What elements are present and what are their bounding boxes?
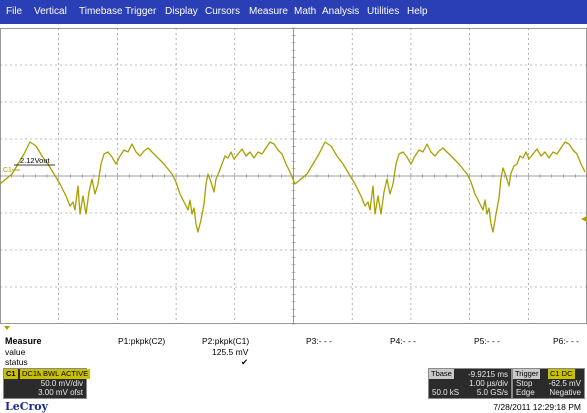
trigger-title: Trigger	[513, 369, 541, 379]
voltage-annotation: 2.12Vout	[20, 156, 51, 165]
measure-row-value: value	[5, 347, 26, 357]
menu-display[interactable]: Display	[165, 6, 198, 17]
channel-marker: C1	[3, 167, 12, 174]
measure-title: Measure	[5, 336, 42, 346]
waveform-grid: C1 2.12Vout	[0, 27, 587, 330]
measure-p1-label[interactable]: P1:pkpk(C2)	[118, 336, 166, 346]
graticule	[0, 27, 587, 325]
timestamp: 7/28/2011 12:29:18 PM	[493, 402, 581, 412]
trigger-position-arrow-icon	[4, 326, 10, 330]
channel-c1-descriptor[interactable]: C1 DC1M BWL ACTIVE 50.0 mV/div 3.00 mV o…	[3, 368, 91, 399]
measure-p2-value: 125.5 mV	[212, 347, 249, 357]
timebase-samples: 50.0 kS	[432, 388, 460, 397]
trigger-source-badge: C1 DC	[548, 369, 575, 379]
measure-row-status: status	[5, 357, 28, 367]
menu-vertical[interactable]: Vertical	[34, 6, 67, 17]
trigger-level-arrow-icon	[581, 216, 587, 222]
menu-utilities[interactable]: Utilities	[367, 6, 400, 17]
trigger-descriptor[interactable]: Trigger C1 DC Stop -62.5 mV Edge Negativ…	[512, 368, 585, 399]
channel-coupling-badge: DC1M	[20, 369, 46, 379]
measure-panel: Measure value status P1:pkpk(C2) P2:pkpk…	[0, 330, 587, 368]
waveform-trace-c1	[0, 141, 586, 233]
trigger-slope: Negative	[549, 388, 581, 397]
scope-display[interactable]: C1 2.12Vout	[0, 24, 587, 330]
trigger-type: Edge	[516, 388, 535, 397]
trigger-mode: Stop	[516, 379, 533, 388]
channel-bwl-badge: BWL	[41, 369, 62, 379]
menu-analysis[interactable]: Analysis	[322, 6, 360, 17]
measure-p2-label[interactable]: P2:pkpk(C1)	[202, 336, 250, 346]
timebase-title: Tbase	[429, 369, 454, 379]
timebase-tdiv: 1.00 µs/div	[469, 379, 508, 388]
menu-timebase[interactable]: Timebase	[79, 6, 123, 17]
menu-bar: File Vertical Timebase Trigger Display C…	[0, 0, 587, 24]
lecroy-logo: LeCroy	[5, 400, 49, 413]
trigger-level: -62.5 mV	[548, 379, 581, 388]
menu-help[interactable]: Help	[407, 6, 428, 17]
descriptor-bar: C1 DC1M BWL ACTIVE 50.0 mV/div 3.00 mV o…	[0, 368, 587, 413]
menu-cursors[interactable]: Cursors	[205, 6, 241, 17]
menu-file[interactable]: File	[6, 6, 23, 17]
measure-p6-label[interactable]: P6:- - -	[553, 336, 579, 346]
channel-active-badge: ACTIVE	[59, 369, 91, 379]
menu-measure[interactable]: Measure	[249, 6, 288, 17]
measure-p5-label[interactable]: P5:- - -	[474, 336, 500, 346]
channel-offset: 3.00 mV ofst	[38, 388, 83, 397]
channel-name-badge: C1	[4, 369, 18, 379]
menu-math[interactable]: Math	[294, 6, 317, 17]
measure-p4-label[interactable]: P4:- - -	[390, 336, 416, 346]
menu-trigger[interactable]: Trigger	[125, 6, 157, 17]
timebase-rate: 5.0 GS/s	[476, 388, 508, 397]
timebase-descriptor[interactable]: Tbase -9.9215 ms 1.00 µs/div 50.0 kS 5.0…	[428, 368, 512, 399]
measure-p3-label[interactable]: P3:- - -	[306, 336, 332, 346]
timebase-delay: -9.9215 ms	[467, 370, 508, 379]
measure-p2-status-check-icon: ✔	[241, 357, 249, 367]
channel-vdiv: 50.0 mV/div	[40, 379, 83, 388]
